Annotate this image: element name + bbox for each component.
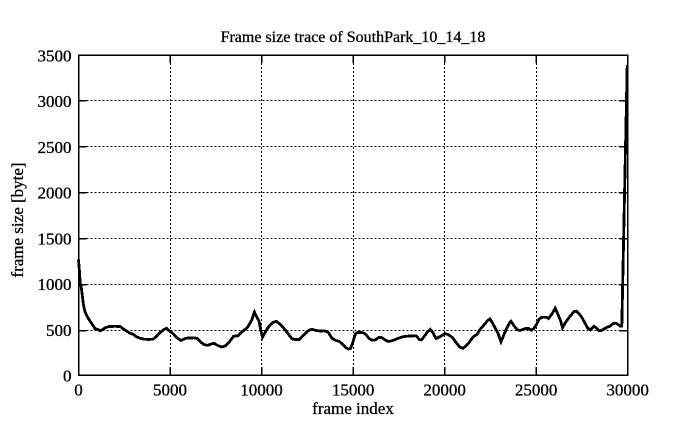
svg-text:1500: 1500 xyxy=(38,229,72,248)
svg-text:2000: 2000 xyxy=(38,184,72,203)
svg-text:3500: 3500 xyxy=(38,47,72,66)
svg-text:1000: 1000 xyxy=(38,275,72,294)
svg-text:5000: 5000 xyxy=(153,381,187,400)
svg-text:20000: 20000 xyxy=(423,381,466,400)
svg-text:Frame size trace of SouthPark_: Frame size trace of SouthPark_10_14_18 xyxy=(221,29,486,46)
svg-text:frame size [byte]: frame size [byte] xyxy=(8,162,27,277)
svg-text:15000: 15000 xyxy=(332,381,375,400)
svg-text:0: 0 xyxy=(63,367,72,386)
svg-text:frame index: frame index xyxy=(312,399,394,418)
svg-text:2500: 2500 xyxy=(38,138,72,157)
svg-text:500: 500 xyxy=(46,321,72,340)
svg-text:10000: 10000 xyxy=(240,381,283,400)
svg-text:30000: 30000 xyxy=(606,381,649,400)
svg-text:3000: 3000 xyxy=(38,92,72,111)
svg-text:25000: 25000 xyxy=(515,381,558,400)
svg-text:0: 0 xyxy=(74,381,83,400)
